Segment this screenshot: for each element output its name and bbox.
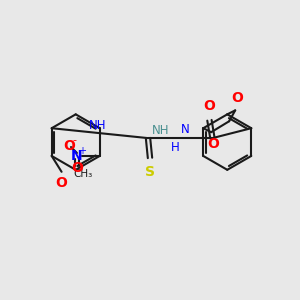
Text: NH: NH	[89, 119, 106, 132]
Text: H: H	[170, 140, 179, 154]
Text: N: N	[181, 123, 190, 136]
Text: O: O	[207, 137, 219, 151]
Text: S: S	[145, 165, 155, 179]
Text: N: N	[71, 149, 83, 163]
Text: -: -	[73, 135, 77, 145]
Text: O: O	[203, 99, 215, 113]
Text: +: +	[78, 146, 86, 156]
Text: O: O	[56, 176, 68, 190]
Text: O: O	[71, 161, 83, 175]
Text: CH₃: CH₃	[74, 169, 93, 179]
Text: O: O	[63, 139, 75, 153]
Text: NH: NH	[152, 124, 169, 137]
Text: O: O	[231, 92, 243, 105]
